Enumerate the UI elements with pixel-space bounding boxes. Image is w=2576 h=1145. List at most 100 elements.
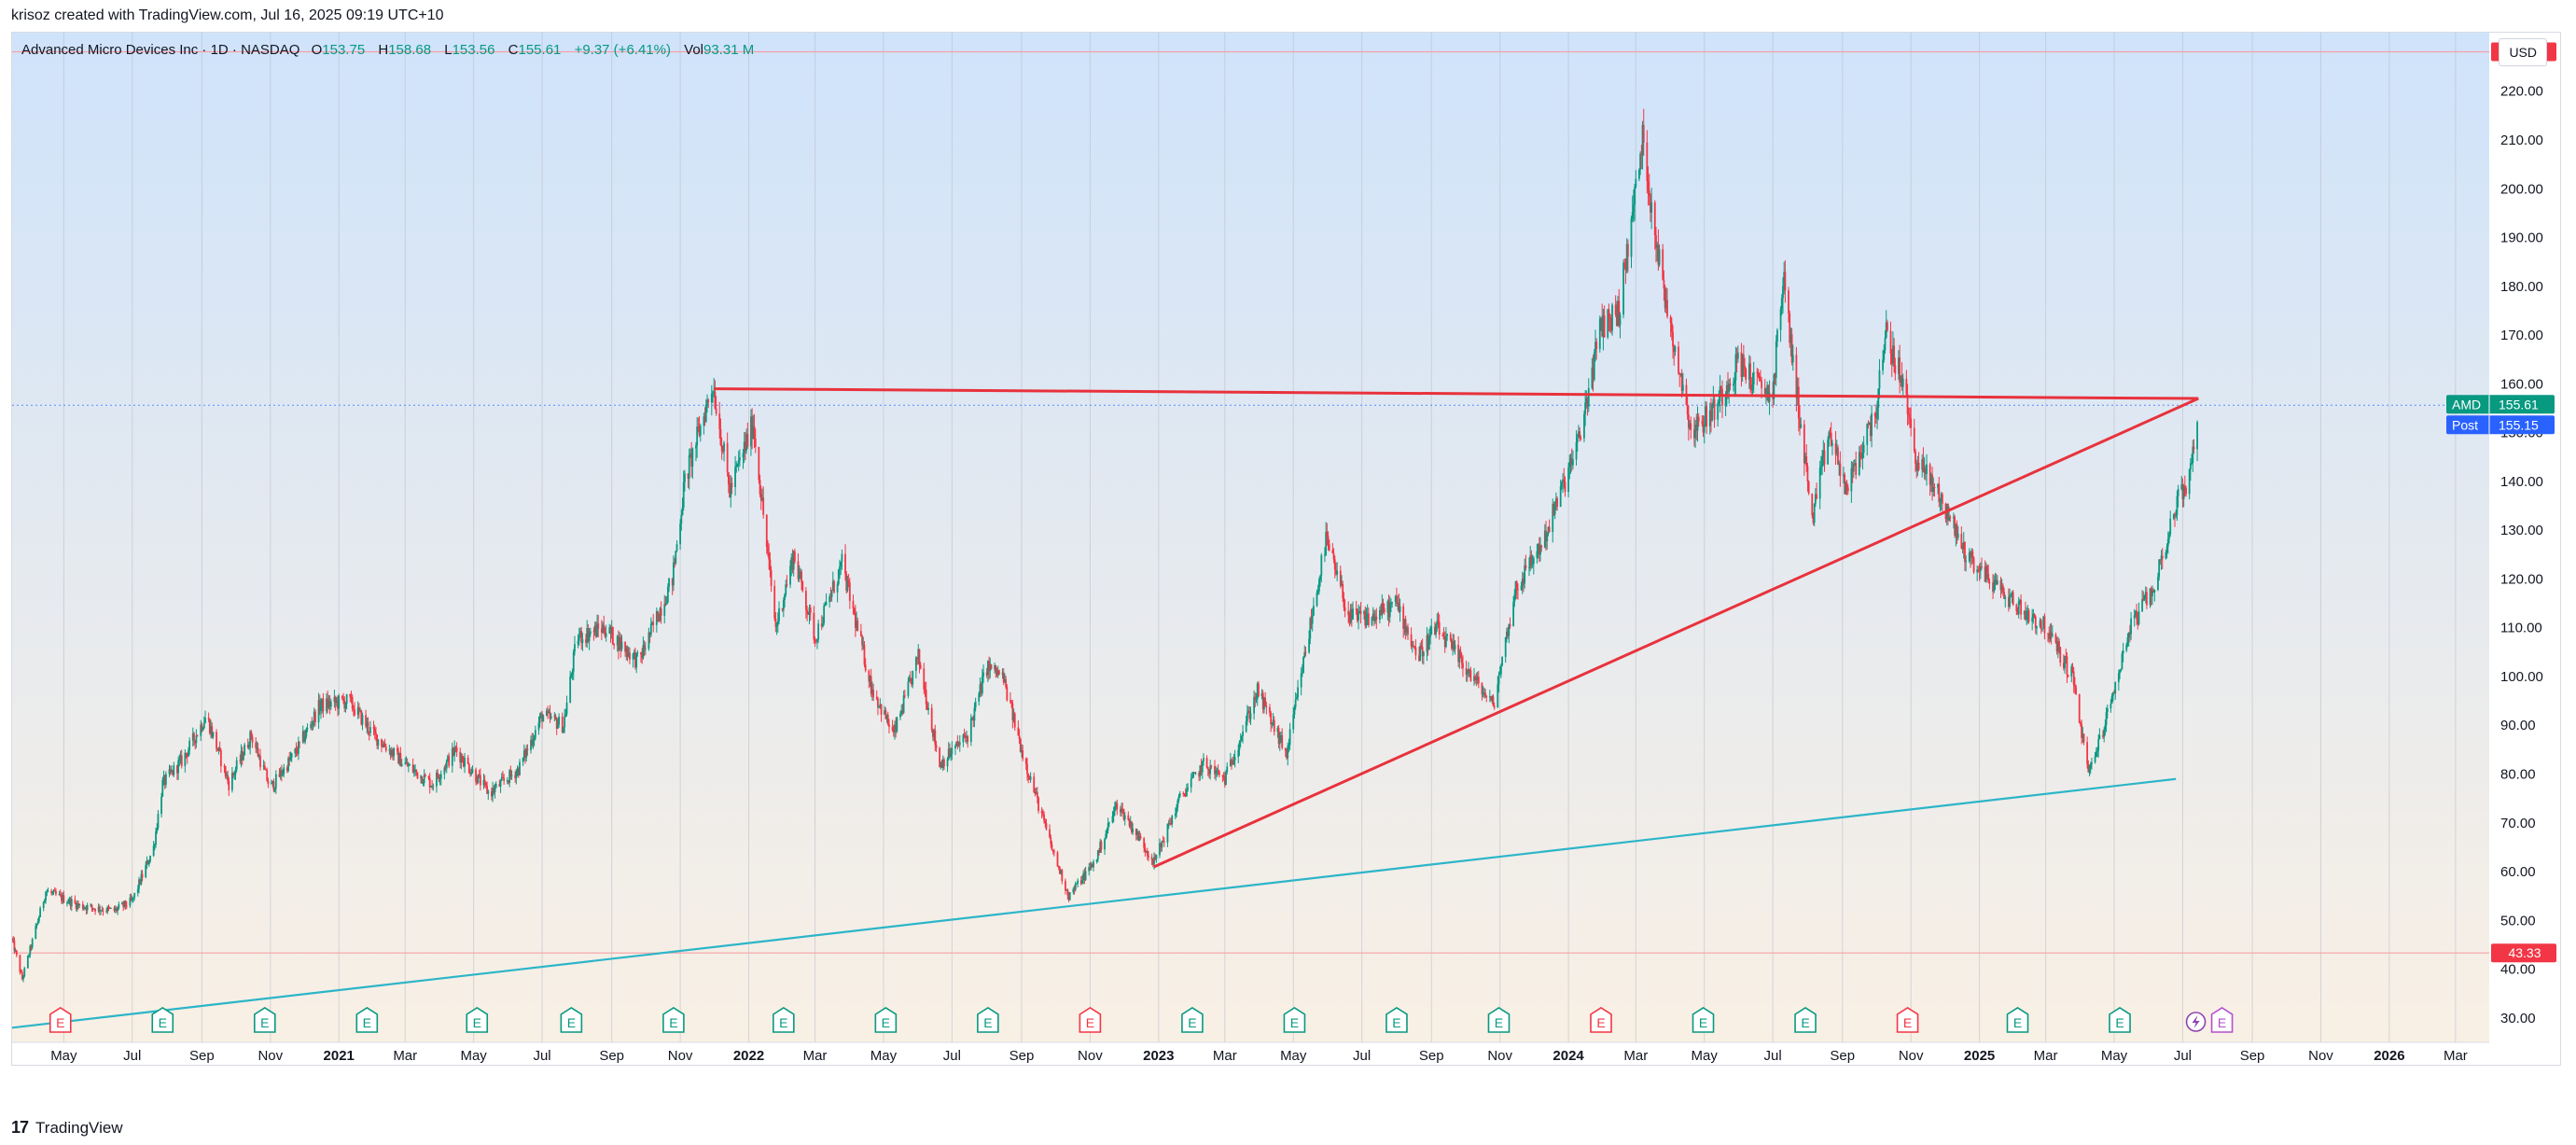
earnings-marker[interactable]: E: [977, 1007, 999, 1033]
candle-body: [597, 622, 600, 629]
earnings-marker[interactable]: E: [1590, 1007, 1612, 1033]
trend-drawings[interactable]: [12, 387, 2199, 1029]
candle: [1356, 607, 1358, 623]
candle-body: [384, 747, 387, 751]
candle-body: [1420, 646, 1423, 648]
candle-body: [651, 622, 653, 624]
candle: [228, 776, 230, 796]
candle: [1926, 454, 1928, 486]
price-chart[interactable]: E E E E E E E E E E E E E E E E E E E E E E 30.0040.0050.0060…: [12, 33, 2561, 1066]
candle: [1608, 303, 1610, 331]
candle-body: [367, 721, 369, 733]
candle: [943, 757, 945, 770]
candle: [2086, 736, 2089, 769]
candle: [414, 764, 416, 776]
candle-body: [2168, 534, 2170, 539]
time-axis[interactable]: May Jul Sep Nov 2021 Mar May Jul Sep Nov 2022 Mar Ma…: [12, 1041, 2561, 1066]
candle: [611, 626, 614, 646]
candle: [74, 895, 77, 905]
candle: [660, 601, 662, 624]
candle: [1191, 772, 1193, 779]
candle: [1964, 541, 1966, 571]
symbol-title[interactable]: Advanced Micro Devices Inc · 1D · NASDAQ: [21, 42, 300, 58]
candle-body: [1477, 677, 1480, 684]
rising-trendline-line[interactable]: [1153, 397, 2199, 869]
candle-body: [745, 434, 748, 451]
chart-panel[interactable]: E E E E E E E E E E E E E E E E E E E E E E 30.00 40.00 50.00 60…: [11, 32, 2561, 1066]
long-term-support-line[interactable]: [12, 777, 2177, 1029]
price-axis[interactable]: 30.0040.0050.0060.0070.0080.0090.00100.0…: [2446, 33, 2561, 1066]
candle-body: [1309, 618, 1312, 639]
candle: [1119, 805, 1121, 817]
candle: [1579, 426, 1581, 442]
candle: [14, 947, 17, 953]
earnings-marker[interactable]: E: [355, 1007, 379, 1033]
earnings-marker[interactable]: E: [2185, 1007, 2234, 1033]
candle: [1433, 621, 1436, 635]
earnings-marker[interactable]: E: [2109, 1007, 2131, 1033]
earnings-marker[interactable]: E: [1487, 1007, 1511, 1033]
candle-body: [1923, 468, 1926, 472]
candle: [1999, 576, 2002, 598]
candle-body: [487, 790, 490, 794]
earnings-marker[interactable]: E: [1079, 1007, 1102, 1033]
earnings-marker[interactable]: E: [1794, 1007, 1817, 1033]
earnings-marker[interactable]: E: [49, 1007, 72, 1033]
candle-body: [53, 889, 56, 892]
candle: [1961, 542, 1964, 554]
candle-body: [852, 600, 855, 608]
earnings-marker[interactable]: E: [662, 1007, 685, 1033]
candle-body: [589, 631, 592, 635]
earnings-marker[interactable]: E: [253, 1007, 276, 1033]
earnings-marker[interactable]: E: [1385, 1007, 1408, 1033]
candle: [1642, 108, 1645, 157]
currency-button[interactable]: USD: [2499, 38, 2547, 66]
candle-body: [1336, 570, 1339, 575]
candle: [1088, 862, 1091, 876]
earnings-marker[interactable]: E: [1181, 1007, 1204, 1033]
candle-body: [1806, 466, 1809, 482]
candle: [2019, 598, 2021, 606]
earnings-marker[interactable]: E: [874, 1007, 898, 1033]
candle-body: [1844, 474, 1846, 495]
candle-body: [1970, 551, 1973, 558]
earnings-marker[interactable]: E: [2006, 1007, 2029, 1033]
earnings-marker[interactable]: E: [773, 1007, 795, 1033]
candle-body: [698, 427, 701, 436]
candle: [956, 734, 959, 749]
candle: [532, 733, 535, 749]
candle: [22, 974, 24, 983]
candle-body: [2180, 484, 2183, 489]
candle: [160, 792, 162, 817]
earnings-marker[interactable]: E: [1896, 1007, 1919, 1033]
candle-body: [2071, 666, 2074, 672]
candle-body: [626, 648, 629, 657]
earnings-marker[interactable]: E: [151, 1007, 174, 1033]
candle-body: [689, 454, 691, 455]
candle-body: [1811, 493, 1814, 516]
candle-body: [303, 731, 305, 742]
candle-body: [2009, 595, 2011, 607]
candle-body: [1633, 204, 1635, 213]
candle: [1674, 344, 1677, 356]
candle: [2130, 612, 2132, 640]
earnings-marker[interactable]: E: [1692, 1007, 1715, 1033]
tradingview-logo[interactable]: 17 TradingView: [11, 1118, 123, 1138]
horizontal-resistance-line[interactable]: [714, 387, 2199, 400]
candle: [1745, 367, 1748, 384]
candle: [2153, 589, 2156, 602]
candle-body: [593, 625, 596, 632]
candle: [1554, 492, 1557, 510]
candle: [1869, 415, 1872, 441]
candle: [2000, 579, 2003, 594]
candle-body: [2017, 601, 2020, 615]
candle: [2059, 646, 2062, 667]
candle: [90, 902, 92, 908]
earnings-marker[interactable]: E: [1283, 1007, 1306, 1033]
earnings-marker[interactable]: E: [560, 1007, 583, 1033]
candle: [180, 749, 183, 769]
candle: [1462, 655, 1464, 677]
earnings-badge-icon: [466, 1007, 489, 1033]
earnings-marker[interactable]: E: [466, 1007, 489, 1033]
